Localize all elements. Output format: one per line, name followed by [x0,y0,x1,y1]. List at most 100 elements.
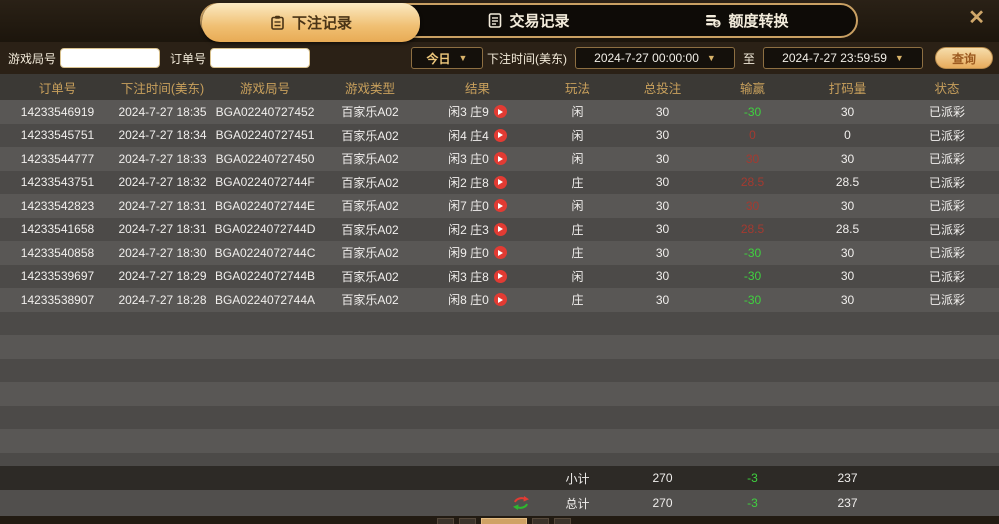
table-row[interactable]: 14233541658 2024-7-27 18:31 BGA022407274… [0,217,999,241]
cell-total-bet: 30 [655,222,670,237]
cell-total-bet: 30 [655,292,670,307]
cell-winloss: -30 [743,104,762,119]
cell-status: 已派彩 [928,269,965,284]
cell-total-bet: 30 [655,269,670,284]
cell-game-type: 百家乐A02 [341,222,399,237]
cell-turnover: 0 [844,128,851,143]
page-button-active[interactable] [481,518,527,524]
play-icon[interactable] [493,128,507,142]
cell-game-round: BGA02240727451 [215,128,315,143]
page-button[interactable] [554,518,571,524]
cell-play: 闲 [571,199,584,214]
chevron-down-icon: ▼ [894,53,904,63]
table-row[interactable]: 14233543751 2024-7-27 18:32 BGA022407274… [0,170,999,194]
result-text: 闲2 庄8 [448,175,489,190]
tab-bet-records[interactable]: 下注记录 [202,3,420,42]
empty-row [0,335,999,359]
play-icon[interactable] [493,269,507,283]
search-button[interactable]: 查询 [935,47,993,69]
cell-play: 闲 [571,128,584,143]
page-button[interactable] [437,518,454,524]
cell-game-round: BGA0224072744A [214,292,316,307]
cell-game-round: BGA02240727452 [215,104,315,119]
play-icon[interactable] [493,105,507,119]
cell-winloss: 28.5 [740,222,765,237]
subtotal-label: 小计 [565,471,590,486]
play-icon[interactable] [493,222,507,236]
cell-result: 闲2 庄8 [420,174,535,191]
clipboard-icon [270,15,285,30]
game-round-input[interactable] [60,48,161,68]
cell-winloss: 30 [745,151,760,166]
total-bet: 270 [652,496,673,510]
play-icon[interactable] [493,175,507,189]
empty-row [0,382,999,406]
cell-bet-time: 2024-7-27 18:30 [118,245,207,260]
cell-bet-time: 2024-7-27 18:35 [118,104,207,119]
order-no-input[interactable] [210,48,311,68]
cell-order-no: 14233545751 [20,128,95,143]
bottom-strip [0,516,999,524]
tab-label: 下注记录 [291,15,352,32]
table-row[interactable]: 14233540858 2024-7-27 18:30 BGA022407274… [0,241,999,265]
cell-game-round: BGA0224072744E [214,198,316,213]
cell-play: 闲 [571,152,584,167]
tab-quota-transfer[interactable]: $ 额度转换 [638,5,856,36]
cell-winloss: -30 [743,292,762,307]
cell-game-round: BGA02240727450 [215,151,315,166]
cell-order-no: 14233542823 [20,198,95,213]
tab-label: 交易记录 [509,13,570,30]
cell-result: 闲3 庄9 [420,103,535,120]
cell-play: 闲 [571,269,584,284]
time-from-select[interactable]: 2024-7-27 00:00:00 ▼ [574,47,735,69]
cell-turnover: 28.5 [835,222,860,237]
cell-bet-time: 2024-7-27 18:31 [118,222,207,237]
subtotal-winloss: -3 [747,471,758,485]
tab-transaction-records[interactable]: 交易记录 [420,5,638,36]
cell-game-type: 百家乐A02 [341,246,399,261]
cell-order-no: 14233538907 [20,292,95,307]
table-row[interactable]: 14233539697 2024-7-27 18:29 BGA022407274… [0,264,999,288]
cell-total-bet: 30 [655,151,670,166]
table-row[interactable]: 14233538907 2024-7-27 18:28 BGA022407274… [0,288,999,312]
cell-bet-time: 2024-7-27 18:32 [118,175,207,190]
svg-text:$: $ [715,21,719,28]
table-row[interactable]: 14233544777 2024-7-27 18:33 BGA022407274… [0,147,999,171]
cell-total-bet: 30 [655,198,670,213]
table-row[interactable]: 14233542823 2024-7-27 18:31 BGA022407274… [0,194,999,218]
play-icon[interactable] [493,293,507,307]
page-button[interactable] [459,518,476,524]
coins-transfer-icon: $ [705,13,722,28]
page-button[interactable] [532,518,549,524]
cell-result: 闲9 庄0 [420,244,535,261]
game-round-label: 游戏局号 [8,51,57,66]
cell-bet-time: 2024-7-27 18:33 [118,151,207,166]
quick-range-value: 今日 [426,51,451,66]
result-text: 闲3 庄8 [448,269,489,284]
time-to-select[interactable]: 2024-7-27 23:59:59 ▼ [763,47,923,69]
subtotal-bet: 270 [652,471,673,485]
refresh-icon[interactable] [513,496,529,510]
result-text: 闲7 庄0 [448,199,489,214]
cell-bet-time: 2024-7-27 18:31 [118,198,207,213]
col-result: 结果 [464,81,490,96]
tab-bar: 下注记录 交易记录 $ 额度转换 ✕ [0,0,999,42]
table-row[interactable]: 14233546919 2024-7-27 18:35 BGA022407274… [0,100,999,124]
cell-game-type: 百家乐A02 [341,152,399,167]
cell-game-round: BGA0224072744D [214,222,316,237]
cell-total-bet: 30 [655,128,670,143]
close-icon[interactable]: ✕ [968,7,985,29]
time-to-value: 2024-7-27 23:59:59 [782,51,887,65]
document-icon [488,13,502,28]
table-row[interactable]: 14233545751 2024-7-27 18:34 BGA022407274… [0,123,999,147]
cell-turnover: 30 [840,245,855,260]
col-turnover: 打码量 [828,81,867,96]
play-icon[interactable] [493,246,507,260]
cell-status: 已派彩 [928,175,965,190]
play-icon[interactable] [493,199,507,213]
quick-range-select[interactable]: 今日 ▼ [410,47,483,69]
total-winloss: -3 [747,496,758,510]
cell-winloss: -30 [743,245,762,260]
play-icon[interactable] [493,152,507,166]
